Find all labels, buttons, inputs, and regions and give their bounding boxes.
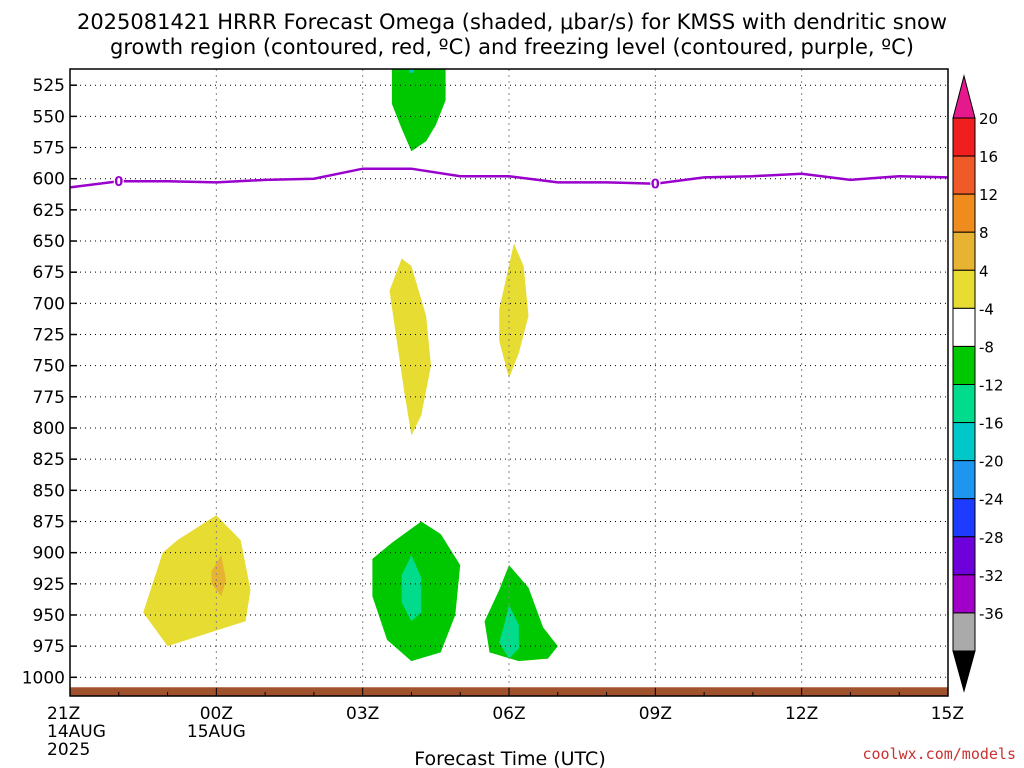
y-tick-label: 775 <box>33 388 65 408</box>
y-tick-label: 675 <box>33 263 65 283</box>
colorbar-tick-label: -16 <box>979 415 1004 433</box>
colorbar-tick-label: -4 <box>979 300 994 318</box>
x-tick-year: 2025 <box>47 740 90 760</box>
y-tick-label: 850 <box>33 481 65 501</box>
omega-region-neg8 <box>401 555 422 622</box>
colorbar-tick-label: 8 <box>979 224 989 242</box>
freezing-level-line <box>70 167 948 189</box>
plot-frame <box>69 68 949 697</box>
y-tick-label: 750 <box>33 357 65 377</box>
omega-region-4 <box>499 243 529 379</box>
x-tick-label: 00Z <box>200 704 233 724</box>
y-tick-label: 525 <box>33 76 65 96</box>
y-tick-label: 725 <box>33 326 65 346</box>
y-tick-label: 625 <box>33 201 65 221</box>
colorbar-swatch <box>952 384 976 424</box>
y-tick-label: 925 <box>33 575 65 595</box>
colorbar-swatch <box>952 422 976 462</box>
colorbar-swatch <box>952 193 976 233</box>
freezing-level-label: 0 <box>114 175 123 190</box>
colorbar-tick-label: 4 <box>979 262 989 280</box>
colorbar-tick-label: -24 <box>979 491 1004 509</box>
colorbar-tick-label: -8 <box>979 338 994 356</box>
colorbar-swatch <box>952 117 976 157</box>
y-tick-label: 825 <box>33 450 65 470</box>
y-tick-label: 900 <box>33 544 65 564</box>
x-tick-date: 15AUG <box>187 722 246 742</box>
omega-region-8 <box>211 555 227 597</box>
colorbar-swatch <box>952 536 976 576</box>
colorbar-swatch <box>952 155 976 195</box>
colorbar-swatch <box>952 574 976 614</box>
colorbar-top-arrow <box>952 74 976 119</box>
freezing-level-label-bg <box>650 176 661 191</box>
colorbar-swatch <box>952 269 976 309</box>
colorbar-swatch <box>952 345 976 385</box>
colorbar-tick-label: 12 <box>979 186 998 204</box>
x-tick-label: 21Z <box>47 704 80 724</box>
y-tick-label: 975 <box>33 637 65 657</box>
x-tick-label: 03Z <box>346 704 379 724</box>
chart-title-line-2: growth region (contoured, red, ºC) and f… <box>110 35 914 59</box>
y-tick-label: 875 <box>33 512 65 532</box>
colorbar-swatch <box>952 307 976 347</box>
colorbar-tick-label: 20 <box>979 110 998 128</box>
colorbar-tick-label: -32 <box>979 567 1004 585</box>
omega-shading <box>143 69 558 662</box>
y-tick-label: 950 <box>33 606 65 626</box>
x-tick-label: 12Z <box>785 704 818 724</box>
omega-region-4 <box>389 258 431 436</box>
x-tick-label: 06Z <box>492 704 525 724</box>
y-tick-label: 1000 <box>22 668 65 688</box>
colorbar-tick-label: 16 <box>979 148 998 166</box>
colorbar-bottom-arrow <box>952 650 976 693</box>
freezing-level-label-bg <box>113 174 124 189</box>
x-tick-date: 14AUG <box>47 722 106 742</box>
freezing-level-label: 0 <box>651 178 660 193</box>
colorbar-tick-label: -12 <box>979 377 1004 395</box>
x-axis-label: Forecast Time (UTC) <box>414 748 605 768</box>
y-tick-label: 800 <box>33 419 65 439</box>
colorbar-swatch <box>952 612 976 652</box>
colorbar-swatch <box>952 460 976 500</box>
omega-region-neg12 <box>409 69 414 73</box>
x-tick-label: 09Z <box>639 704 672 724</box>
colorbar: 20 16 12 8 4 -4 -8 -12 -16 -20 -24 -28 -32 -36 <box>952 74 1004 693</box>
axes: 525 550 575 600 625 650 675 700 725 750 775 800 825 8… <box>22 68 964 760</box>
y-tick-label: 650 <box>33 232 65 252</box>
credit-text[interactable]: coolwx.com/models <box>862 745 1016 763</box>
omega-region-neg8 <box>499 605 519 659</box>
colorbar-swatch <box>952 498 976 538</box>
omega-region-neg4 <box>391 69 446 152</box>
omega-region-4 <box>143 515 251 647</box>
colorbar-tick-label: -36 <box>979 605 1004 623</box>
y-tick-label: 700 <box>33 294 65 314</box>
y-tick-label: 600 <box>33 170 65 190</box>
y-tick-label: 575 <box>33 139 65 159</box>
chart-title-line-1: 2025081421 HRRR Forecast Omega (shaded, … <box>77 10 947 34</box>
y-tick-label: 550 <box>33 107 65 127</box>
x-tick-label: 15Z <box>931 704 964 724</box>
colorbar-tick-label: -28 <box>979 529 1004 547</box>
colorbar-tick-label: -20 <box>979 453 1004 471</box>
colorbar-swatch <box>952 231 976 271</box>
